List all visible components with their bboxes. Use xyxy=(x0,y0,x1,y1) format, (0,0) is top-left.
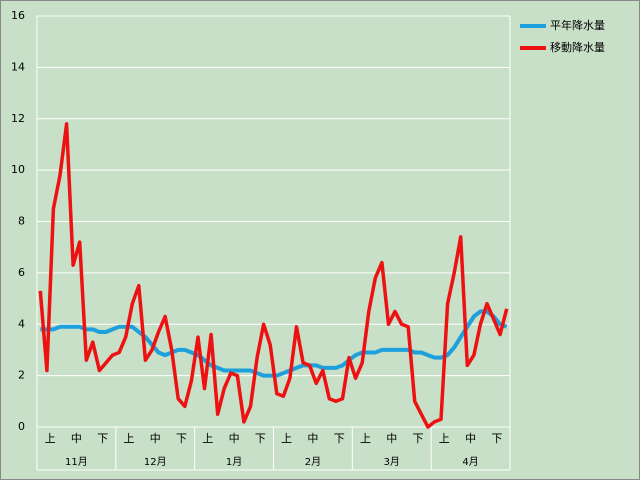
x-tick-label: 中 xyxy=(229,432,240,445)
legend-label: 移動降水量 xyxy=(550,40,605,54)
y-tick-label: 2 xyxy=(18,369,25,382)
x-group-label: 12月 xyxy=(144,456,167,468)
x-group-label: 1月 xyxy=(226,456,242,468)
x-tick-label: 下 xyxy=(97,432,108,445)
x-group-label: 4月 xyxy=(462,456,478,468)
legend-label: 平年降水量 xyxy=(550,18,605,32)
x-group-label: 11月 xyxy=(65,456,88,468)
x-tick-label: 上 xyxy=(439,432,450,445)
x-tick-label: 中 xyxy=(71,432,82,445)
x-tick-label: 下 xyxy=(255,432,266,445)
x-tick-label: 上 xyxy=(123,432,134,445)
x-tick-label: 下 xyxy=(413,432,424,445)
x-tick-label: 中 xyxy=(386,432,397,445)
y-tick-label: 16 xyxy=(11,9,25,22)
x-group-label: 2月 xyxy=(305,456,321,468)
x-tick-label: 下 xyxy=(176,432,187,445)
y-tick-label: 0 xyxy=(18,420,25,433)
x-tick-label: 下 xyxy=(491,432,502,445)
y-tick-label: 6 xyxy=(18,266,25,279)
series-line xyxy=(38,122,509,429)
x-tick-label: 上 xyxy=(360,432,371,445)
x-tick-label: 上 xyxy=(45,432,56,445)
x-tick-label: 上 xyxy=(202,432,213,445)
y-tick-label: 4 xyxy=(18,317,25,330)
x-tick-label: 上 xyxy=(281,432,292,445)
x-tick-label: 中 xyxy=(150,432,161,445)
x-group-label: 3月 xyxy=(384,456,400,468)
y-tick-label: 14 xyxy=(11,60,25,73)
y-tick-label: 8 xyxy=(18,215,25,228)
y-tick-label: 12 xyxy=(11,112,25,125)
y-tick-label: 10 xyxy=(11,163,25,176)
x-tick-label: 中 xyxy=(465,432,476,445)
x-tick-label: 下 xyxy=(334,432,345,445)
x-tick-label: 中 xyxy=(307,432,318,445)
